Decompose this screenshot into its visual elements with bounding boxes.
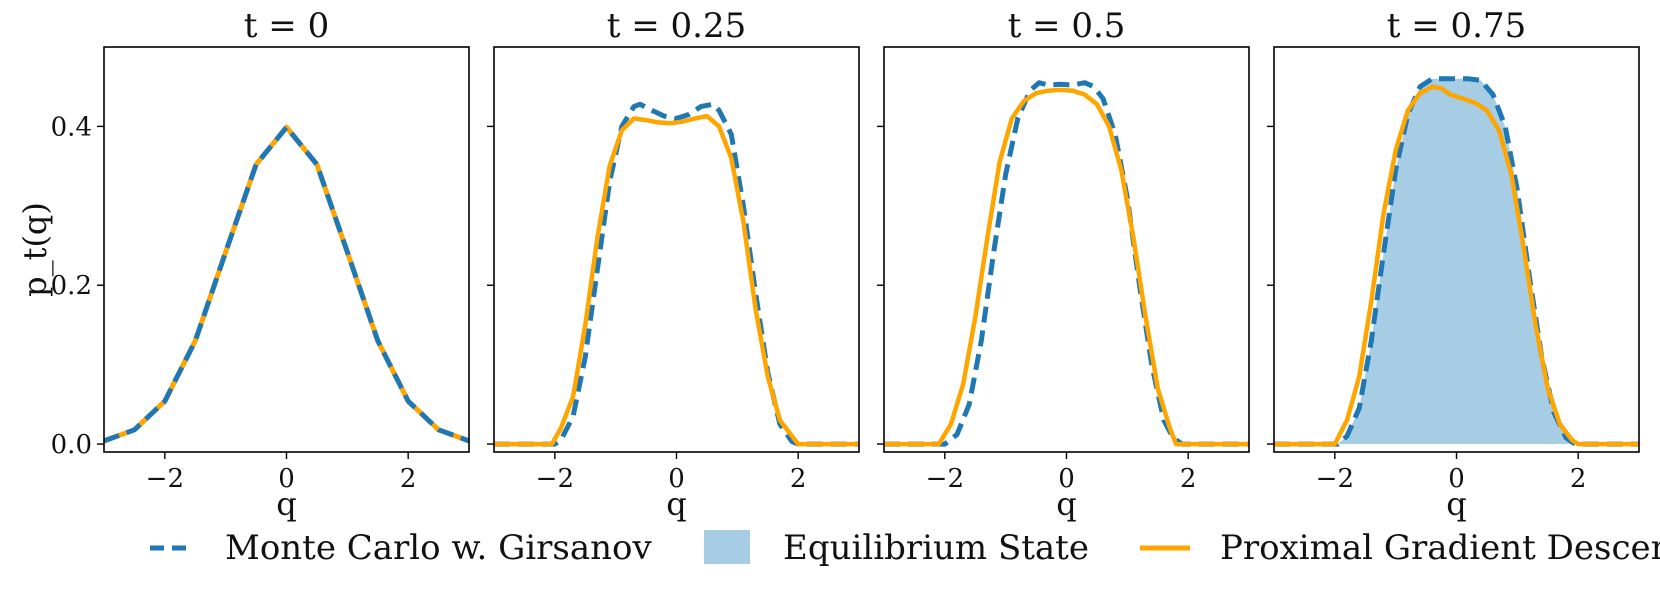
panel-title: t = 0.75 bbox=[1387, 6, 1526, 46]
x-tick-label: 0 bbox=[1448, 464, 1465, 494]
legend-mc-label: Monte Carlo w. Girsanov bbox=[225, 528, 653, 568]
legend-eq-label: Equilibrium State bbox=[783, 528, 1089, 568]
legend-eq-swatch bbox=[704, 530, 750, 564]
panel-1: −2 0 2 0.0 0.2 0.4 t = 0 q p_t(q) bbox=[16, 6, 470, 523]
x-axis-label: q bbox=[1446, 485, 1466, 523]
panel-title: t = 0 bbox=[244, 6, 329, 46]
panel-title: t = 0.25 bbox=[607, 6, 746, 46]
y-axis-label: p_t(q) bbox=[16, 202, 54, 297]
series-mc-line bbox=[494, 101, 859, 447]
x-tick-label: −2 bbox=[146, 464, 184, 494]
plot-area bbox=[884, 80, 1249, 447]
panel-3: −2 0 2 t = 0.5 q bbox=[877, 6, 1250, 523]
x-tick-label: 2 bbox=[790, 464, 807, 494]
y-tick-label: 0.2 bbox=[51, 271, 92, 301]
plot-area bbox=[104, 124, 469, 444]
series-pgd-line bbox=[1274, 84, 1639, 447]
x-tick-label: −2 bbox=[536, 464, 574, 494]
legend: Monte Carlo w. Girsanov Equilibrium Stat… bbox=[150, 528, 1660, 568]
axes-frame bbox=[493, 46, 860, 453]
series-mc-line bbox=[104, 124, 469, 444]
x-tick-label: −2 bbox=[926, 464, 964, 494]
x-axis-label: q bbox=[276, 485, 296, 523]
axes-frame bbox=[103, 46, 470, 453]
axes-frame bbox=[883, 46, 1250, 453]
series-pgd-line bbox=[884, 87, 1249, 447]
panel-title: t = 0.5 bbox=[1008, 6, 1126, 46]
panel-2: −2 0 2 t = 0.25 q bbox=[487, 6, 860, 523]
series-pgd-line bbox=[104, 124, 469, 444]
legend-pgd-label: Proximal Gradient Descent bbox=[1220, 528, 1660, 568]
panel-4: −2 0 2 t = 0.75 q bbox=[1267, 6, 1640, 523]
series-pgd-line bbox=[494, 113, 859, 447]
y-tick-label: 0.0 bbox=[51, 430, 92, 460]
x-axis-label: q bbox=[1056, 485, 1076, 523]
x-tick-label: 0 bbox=[278, 464, 295, 494]
y-tick-label: 0.4 bbox=[51, 112, 92, 142]
x-tick-label: 2 bbox=[1180, 464, 1197, 494]
plot-area bbox=[494, 101, 859, 447]
series-equilibrium-area bbox=[1337, 78, 1576, 445]
x-tick-label: 2 bbox=[1570, 464, 1587, 494]
panels: −2 0 20.00.20.4t = 0qp_t(q)−2 0 2t = 0.25q−2… bbox=[16, 6, 1640, 523]
x-tick-label: 2 bbox=[400, 464, 417, 494]
x-tick-label: 0 bbox=[668, 464, 685, 494]
plot-area bbox=[1274, 76, 1639, 447]
x-axis-label: q bbox=[666, 485, 686, 523]
series-mc-line bbox=[884, 80, 1249, 447]
x-tick-label: 0 bbox=[1058, 464, 1075, 494]
x-tick-label: −2 bbox=[1316, 464, 1354, 494]
